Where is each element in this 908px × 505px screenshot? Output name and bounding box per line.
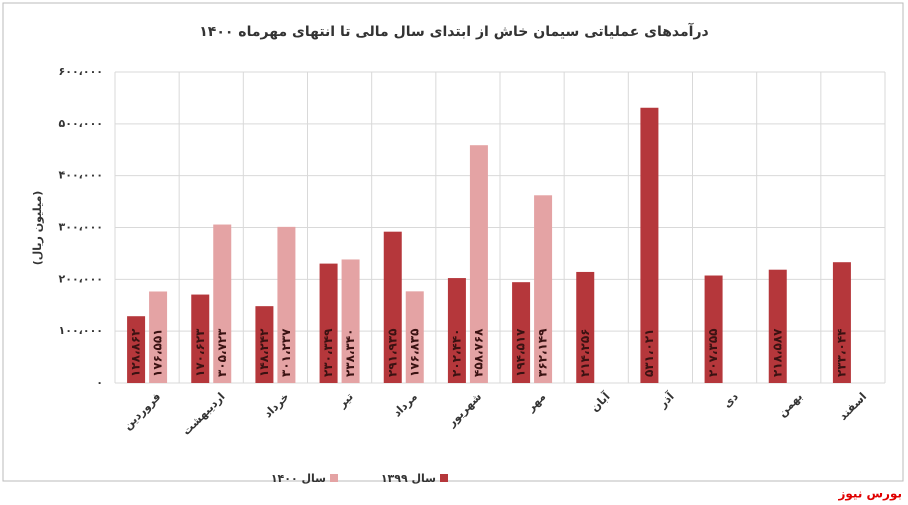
legend-label: سال ۱۴۰۰ xyxy=(271,472,326,485)
value-label: ۱۹۴،۵۱۷ xyxy=(514,328,528,377)
bar xyxy=(319,263,338,383)
value-label: ۵۳۱،۰۲۱ xyxy=(642,328,656,377)
value-label: ۴۵۸،۷۶۸ xyxy=(471,328,485,377)
bar xyxy=(768,269,787,383)
value-label: ۲۱۴،۲۵۶ xyxy=(578,328,592,377)
bar xyxy=(640,107,659,383)
bar xyxy=(447,278,466,383)
legend-label: سال ۱۳۹۹ xyxy=(381,472,436,485)
y-tick-label: ۲۰۰،۰۰۰ xyxy=(59,272,103,285)
bar xyxy=(277,226,296,383)
y-tick-label: ۳۰۰،۰۰۰ xyxy=(59,221,103,234)
chart-frame xyxy=(2,2,904,482)
value-label: ۲۰۷،۳۵۵ xyxy=(706,328,720,377)
y-tick-label: ۵۰۰،۰۰۰ xyxy=(59,117,103,130)
value-label: ۲۳۸،۳۴۰ xyxy=(343,328,357,377)
legend-swatch xyxy=(440,474,448,482)
bar xyxy=(255,306,274,383)
value-label: ۱۷۶،۵۵۱ xyxy=(151,328,165,377)
value-label: ۲۳۳،۰۴۴ xyxy=(834,328,848,377)
bar xyxy=(191,294,210,383)
bar xyxy=(405,291,424,383)
value-label: ۳۰۵،۷۲۳ xyxy=(215,328,229,377)
y-tick-label: ۶۰۰،۰۰۰ xyxy=(59,65,103,78)
value-label: ۱۲۸،۸۶۲ xyxy=(129,328,143,377)
value-label: ۱۷۰،۶۲۳ xyxy=(193,328,207,377)
bar xyxy=(127,316,146,383)
value-label: ۱۷۶،۸۳۵ xyxy=(407,328,421,377)
bar xyxy=(704,275,723,383)
y-tick-label: ۰ xyxy=(96,376,103,389)
value-label: ۲۰۲،۴۴۰ xyxy=(449,328,463,377)
value-label: ۲۳۰،۳۴۹ xyxy=(321,328,335,377)
value-label: ۲۹۱،۹۳۵ xyxy=(385,328,399,377)
legend-swatch xyxy=(330,474,338,482)
y-tick-label: ۴۰۰،۰۰۰ xyxy=(59,169,103,182)
source: بورس نیوز xyxy=(837,487,902,502)
bar xyxy=(512,282,531,383)
value-label: ۳۶۲،۱۴۹ xyxy=(536,328,550,377)
bar xyxy=(832,262,851,383)
value-label: ۲۱۸،۵۸۷ xyxy=(770,328,784,377)
value-label: ۳۰۱،۲۳۷ xyxy=(279,328,293,377)
bar xyxy=(213,224,232,383)
bar xyxy=(341,259,360,383)
chart-title: درآمدهای عملیاتی سیمان خاش از ابتدای سال… xyxy=(199,22,708,40)
bar xyxy=(534,195,553,383)
y-tick-label: ۱۰۰،۰۰۰ xyxy=(59,324,103,337)
value-label: ۱۴۸،۲۴۲ xyxy=(257,328,271,377)
bar xyxy=(383,231,402,383)
bar xyxy=(149,291,168,383)
bar xyxy=(576,271,595,383)
y-axis-label: (میلیون ریال) xyxy=(31,191,44,266)
bar xyxy=(469,145,488,383)
